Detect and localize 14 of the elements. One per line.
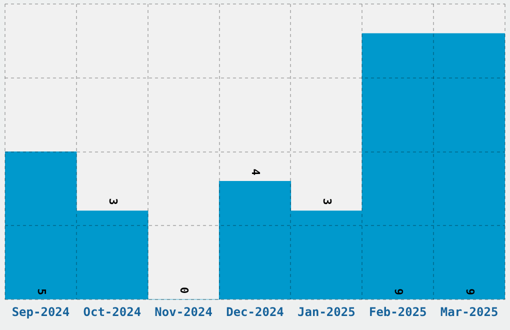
x-tick-label: Dec-2024 [226,304,284,319]
x-tick-label: Sep-2024 [12,304,70,319]
data-label: 9 [392,288,405,296]
x-tick-label: Feb-2025 [368,304,427,319]
x-tick-label: Mar-2025 [440,304,498,319]
x-tick-label: Nov-2024 [154,304,212,319]
data-label: 0 [178,286,191,294]
data-label: 4 [249,168,262,176]
x-tick-label: Oct-2024 [83,304,142,319]
data-label: 3 [106,198,120,205]
data-label: 5 [34,288,48,296]
data-label: 9 [463,288,476,296]
x-tick-label: Jan-2025 [298,304,356,319]
data-label: 3 [320,198,334,205]
